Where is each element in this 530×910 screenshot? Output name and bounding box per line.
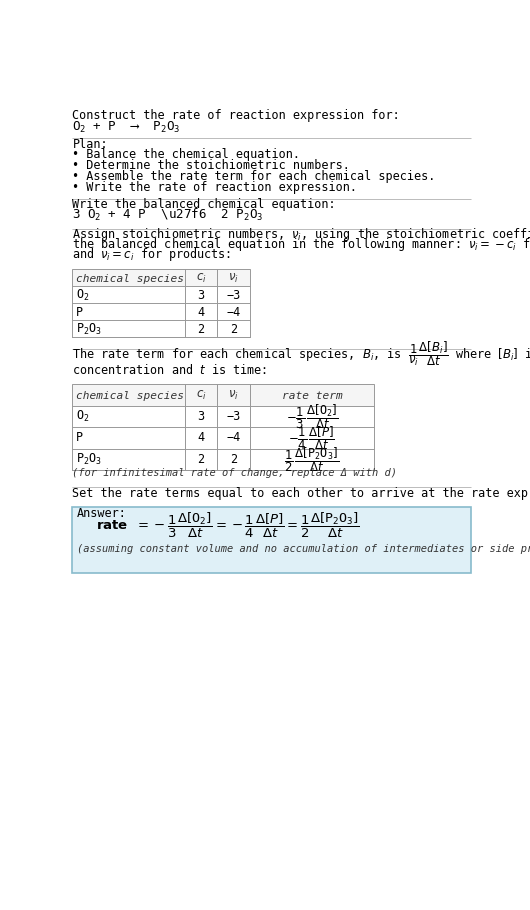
Text: The rate term for each chemical species, $B_i$, is $\dfrac{1}{\nu_i}\dfrac{\Delt: The rate term for each chemical species,… [73, 339, 530, 368]
Text: P: P [76, 306, 83, 319]
Text: Answer:: Answer: [77, 507, 127, 520]
Text: Write the balanced chemical equation:: Write the balanced chemical equation: [73, 197, 336, 211]
Text: −3: −3 [226, 289, 241, 302]
Text: $\dfrac{1}{2}\,\dfrac{\Delta[\mathdefault{P_2O_3}]}{\Delta t}$: $\dfrac{1}{2}\,\dfrac{\Delta[\mathdefaul… [285, 445, 339, 474]
Text: −4: −4 [226, 431, 241, 444]
Text: $\mathdefault{O_2}$: $\mathdefault{O_2}$ [76, 288, 90, 303]
Text: • Write the rate of reaction expression.: • Write the rate of reaction expression. [73, 181, 357, 194]
Text: (assuming constant volume and no accumulation of intermediates or side products): (assuming constant volume and no accumul… [77, 544, 530, 554]
Text: $\nu_i$: $\nu_i$ [228, 272, 239, 285]
Text: 2: 2 [198, 453, 205, 466]
Text: 3: 3 [198, 410, 205, 423]
Text: Set the rate terms equal to each other to arrive at the rate expression:: Set the rate terms equal to each other t… [73, 487, 530, 500]
FancyBboxPatch shape [73, 507, 471, 572]
Text: $\mathdefault{O_2}$ + P  ⟶  $\mathdefault{P_2O_3}$: $\mathdefault{O_2}$ + P ⟶ $\mathdefault{… [73, 120, 181, 135]
Text: rate term: rate term [281, 391, 342, 401]
Text: 2: 2 [230, 453, 237, 466]
Text: −3: −3 [226, 410, 241, 423]
Text: chemical species: chemical species [76, 274, 184, 284]
Text: chemical species: chemical species [76, 391, 184, 401]
Text: • Assemble the rate term for each chemical species.: • Assemble the rate term for each chemic… [73, 170, 436, 183]
Text: concentration and $t$ is time:: concentration and $t$ is time: [73, 363, 267, 377]
Text: 4: 4 [198, 431, 205, 444]
Text: P: P [76, 431, 83, 444]
Text: $c_i$: $c_i$ [196, 272, 207, 285]
Bar [73, 384, 374, 406]
Text: 4: 4 [198, 306, 205, 319]
Text: Construct the rate of reaction expression for:: Construct the rate of reaction expressio… [73, 109, 400, 122]
Text: $\mathdefault{O_2}$: $\mathdefault{O_2}$ [76, 409, 90, 424]
Text: $-\dfrac{1}{3}\,\dfrac{\Delta[\mathdefault{O_2}]}{\Delta t}$: $-\dfrac{1}{3}\,\dfrac{\Delta[\mathdefau… [286, 402, 338, 430]
Text: the balanced chemical equation in the following manner: $\nu_i = -c_i$ for react: the balanced chemical equation in the fo… [73, 236, 530, 253]
Text: Plan:: Plan: [73, 137, 108, 151]
Text: • Determine the stoichiometric numbers.: • Determine the stoichiometric numbers. [73, 159, 350, 172]
Text: 3: 3 [198, 289, 205, 302]
Text: $\mathdefault{P_2O_3}$: $\mathdefault{P_2O_3}$ [76, 452, 102, 467]
Text: and $\nu_i = c_i$ for products:: and $\nu_i = c_i$ for products: [73, 246, 232, 263]
Text: 2: 2 [198, 323, 205, 336]
Text: $-\dfrac{1}{4}\,\dfrac{\Delta[P]}{\Delta t}$: $-\dfrac{1}{4}\,\dfrac{\Delta[P]}{\Delta… [288, 424, 335, 452]
Bar [73, 384, 374, 470]
Text: 3 $\mathdefault{O_2}$ + 4 P  \u27f6  2 $\mathdefault{P_2O_3}$: 3 $\mathdefault{O_2}$ + 4 P \u27f6 2 $\m… [73, 207, 264, 224]
Text: $\mathdefault{P_2O_3}$: $\mathdefault{P_2O_3}$ [76, 322, 102, 337]
Text: • Balance the chemical equation.: • Balance the chemical equation. [73, 148, 301, 161]
Bar [73, 269, 250, 287]
Text: −4: −4 [226, 306, 241, 319]
Bar [73, 269, 250, 337]
Text: $\nu_i$: $\nu_i$ [228, 389, 239, 402]
Text: $c_i$: $c_i$ [196, 389, 207, 402]
Text: $\mathbf{rate}$ $= -\dfrac{1}{3}\dfrac{\Delta[\mathdefault{O_2}]}{\Delta t} = -\: $\mathbf{rate}$ $= -\dfrac{1}{3}\dfrac{\… [96, 511, 360, 540]
Text: (for infinitesimal rate of change, replace Δ with d): (for infinitesimal rate of change, repla… [73, 469, 398, 479]
Text: 2: 2 [230, 323, 237, 336]
Text: Assign stoichiometric numbers, $\nu_i$, using the stoichiometric coefficients, $: Assign stoichiometric numbers, $\nu_i$, … [73, 226, 530, 243]
